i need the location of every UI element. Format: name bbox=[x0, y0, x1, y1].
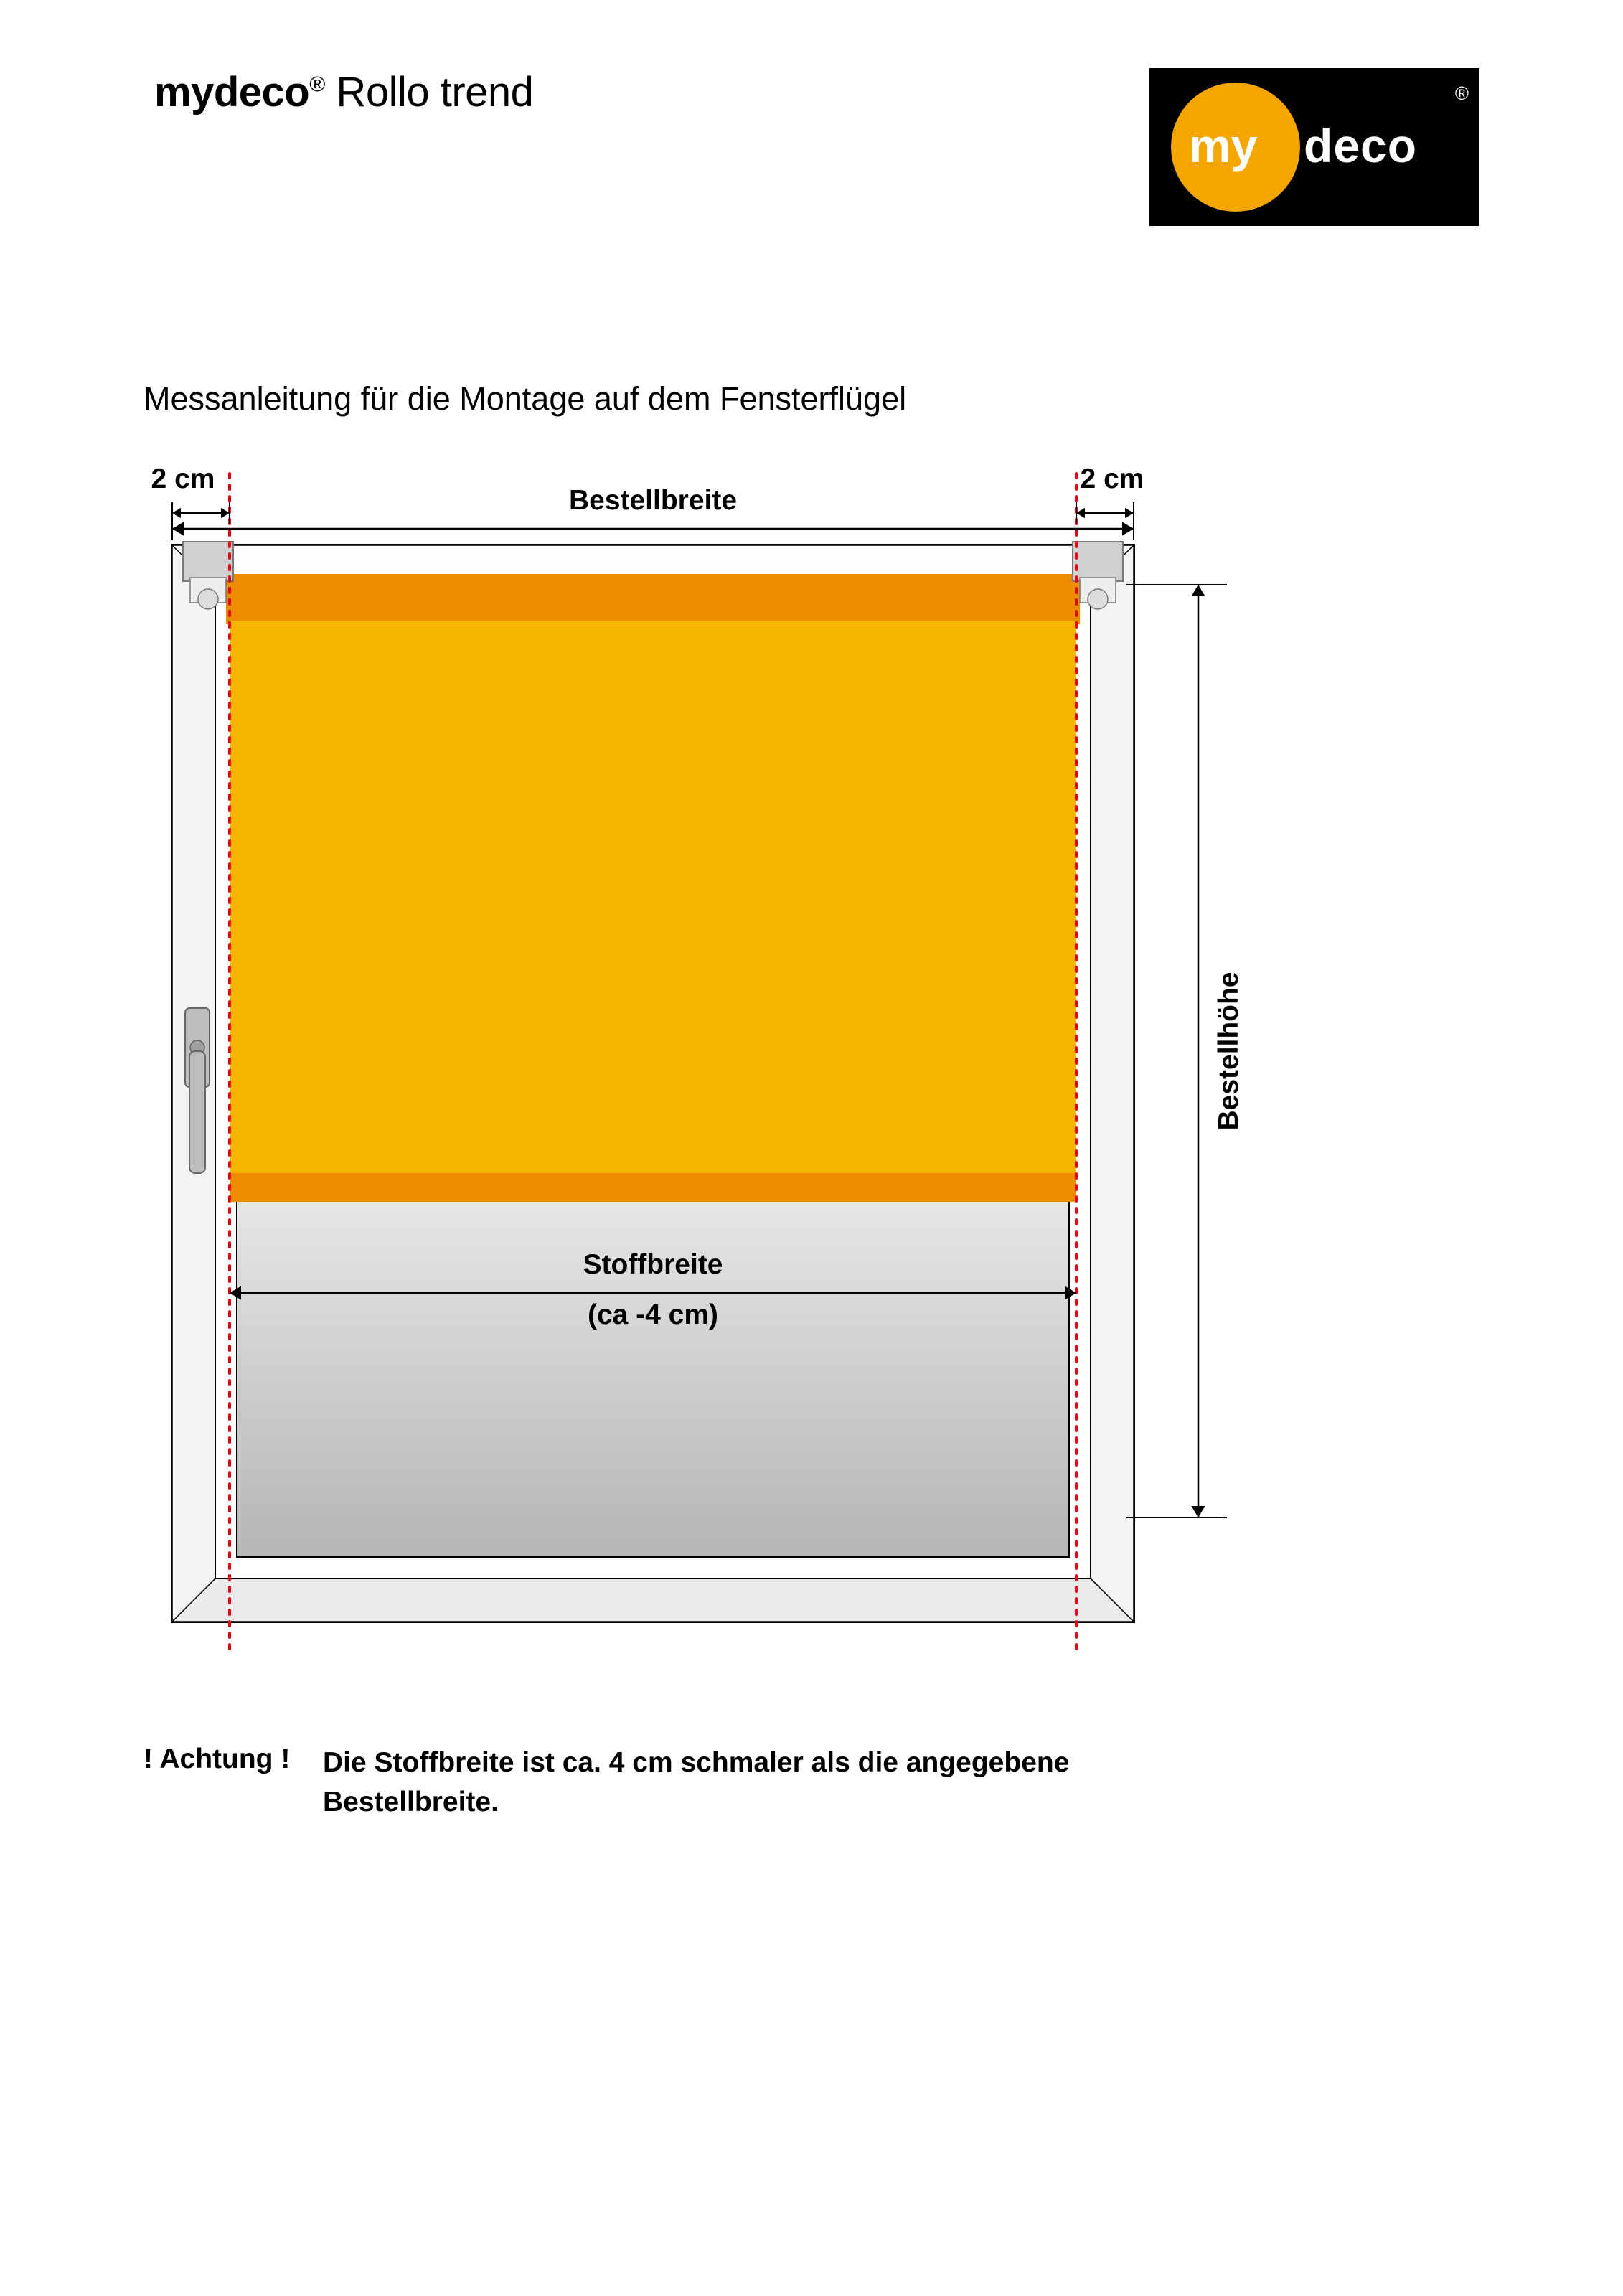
diagram-svg: 2 cm 2 cm Bestellbreite Stoffbreite (ca -4 c… bbox=[144, 459, 1363, 1679]
page: mydeco® Rollo trend my deco ® Messanleit… bbox=[0, 0, 1623, 2296]
subtitle: Messanleitung für die Montage auf dem Fe… bbox=[144, 380, 906, 418]
warning-label: ! Achtung ! bbox=[144, 1744, 323, 1822]
page-title: mydeco® Rollo trend bbox=[154, 68, 533, 116]
registered-mark: ® bbox=[309, 73, 325, 97]
svg-text:Bestellbreite: Bestellbreite bbox=[569, 485, 737, 516]
svg-text:2 cm: 2 cm bbox=[1081, 464, 1144, 494]
product-name: Rollo trend bbox=[325, 69, 534, 116]
header: mydeco® Rollo trend my deco ® bbox=[154, 68, 1479, 226]
logo-deco: deco bbox=[1304, 118, 1417, 173]
svg-text:Stoffbreite: Stoffbreite bbox=[583, 1249, 723, 1280]
logo-my: my bbox=[1189, 118, 1257, 173]
svg-text:Bestellhöhe: Bestellhöhe bbox=[1213, 971, 1244, 1130]
warning-text: Die Stoffbreite ist ca. 4 cm schmaler al… bbox=[323, 1744, 1148, 1822]
brand-logo: my deco ® bbox=[1149, 68, 1479, 226]
measurement-diagram: 2 cm 2 cm Bestellbreite Stoffbreite (ca -4 c… bbox=[144, 459, 1363, 1679]
brand-name: mydeco bbox=[154, 69, 309, 116]
warning-note: ! Achtung ! Die Stoffbreite ist ca. 4 cm… bbox=[144, 1744, 1148, 1822]
logo-registered: ® bbox=[1455, 83, 1469, 105]
svg-text:(ca -4 cm): (ca -4 cm) bbox=[588, 1299, 718, 1330]
svg-text:2 cm: 2 cm bbox=[151, 464, 215, 494]
